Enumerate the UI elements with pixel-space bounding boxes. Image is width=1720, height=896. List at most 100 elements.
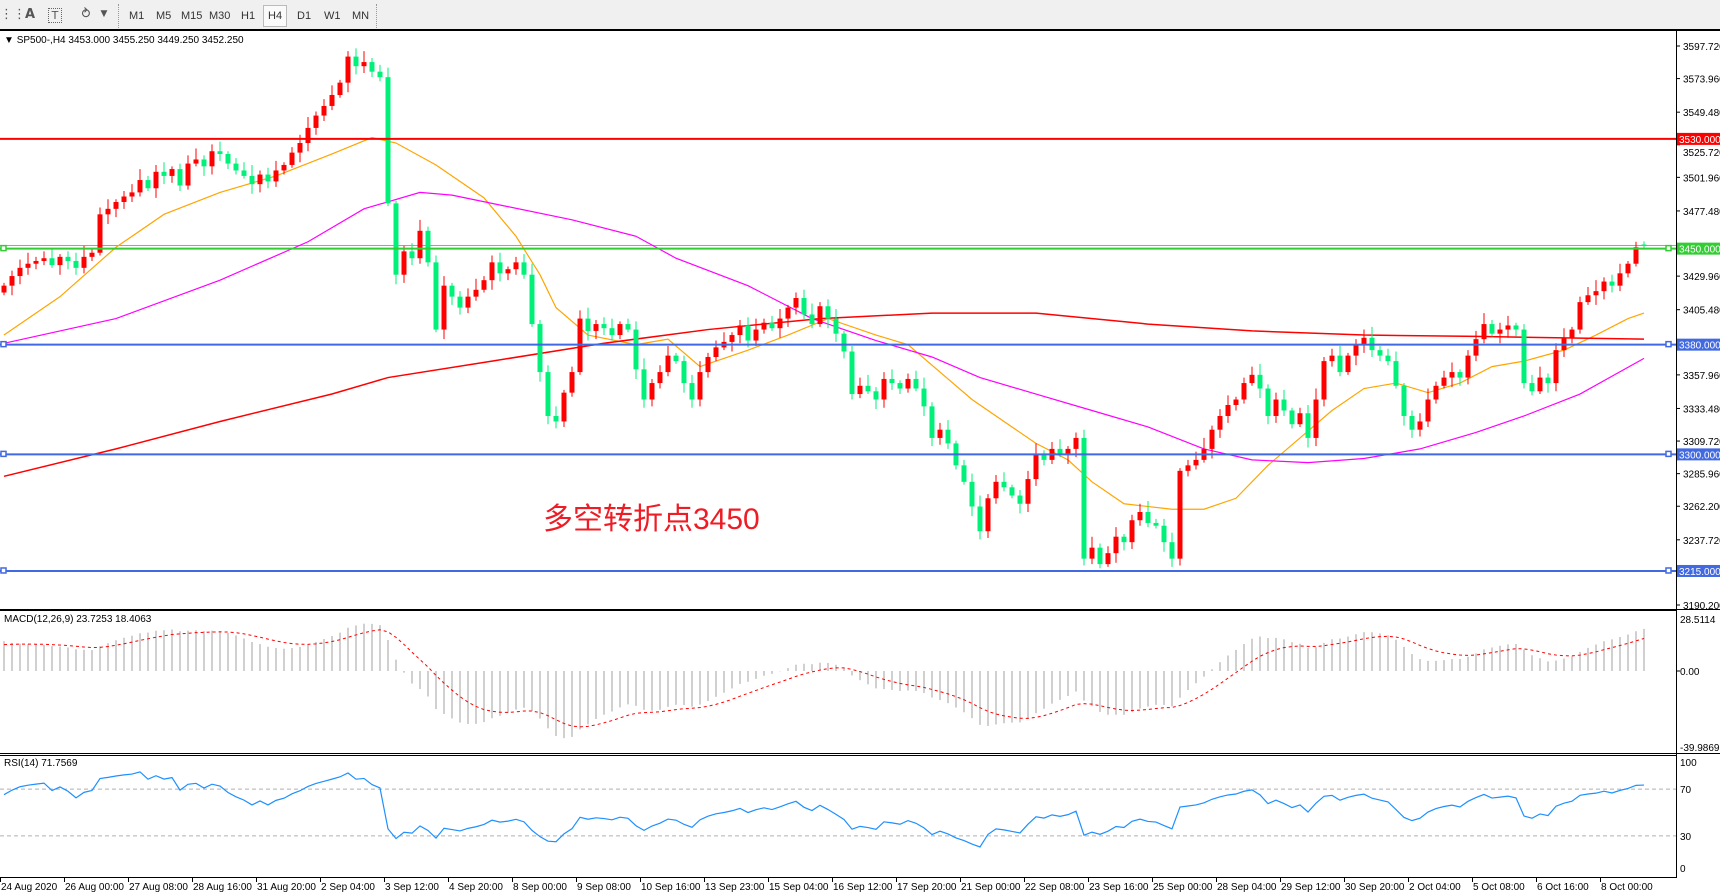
candle-bullish — [1481, 324, 1487, 340]
time-tick-label: 6 Oct 16:00 — [1537, 882, 1589, 893]
level-handle[interactable] — [1665, 450, 1672, 458]
timeframe-m5[interactable]: M5 — [156, 10, 172, 22]
candle-bullish — [1617, 273, 1623, 286]
chevron-down-icon[interactable]: ▼ — [100, 9, 108, 19]
candle-bullish — [17, 267, 23, 277]
level-handle[interactable] — [1665, 340, 1672, 348]
time-tick-label: 28 Aug 16:00 — [193, 882, 252, 893]
price-tick-label: 3549.480 — [1683, 108, 1720, 119]
candle-bullish — [41, 258, 47, 261]
candle-bearish — [1289, 410, 1295, 425]
candle-bullish — [313, 115, 319, 128]
rsi-line — [3, 771, 1645, 848]
level-price-label: 3300.000 — [1679, 450, 1720, 461]
candle-bullish — [1569, 329, 1575, 338]
candle-bearish — [1641, 244, 1647, 246]
candle-bullish — [1249, 374, 1255, 384]
timeframe-w1[interactable]: W1 — [324, 10, 341, 22]
candle-bullish — [417, 230, 423, 259]
candle-bearish — [1305, 413, 1311, 438]
candle-bullish — [57, 256, 63, 266]
candle-bearish — [1281, 399, 1287, 411]
candle-bullish — [1441, 377, 1447, 386]
level-handle[interactable] — [0, 340, 7, 348]
rsi-tick-label: 30 — [1680, 832, 1692, 843]
candle-bullish — [777, 318, 783, 329]
moving-average-mid-line — [3, 191, 1645, 464]
candle-bearish — [545, 372, 551, 416]
time-tick-label: 2 Oct 04:00 — [1409, 882, 1461, 893]
candle-bullish — [25, 263, 31, 268]
candle-bullish — [1089, 547, 1095, 559]
candle-bullish — [1321, 361, 1327, 400]
candle-bullish — [1129, 520, 1135, 543]
candle-bearish — [1145, 511, 1151, 523]
time-tick-label: 3 Sep 12:00 — [385, 882, 439, 893]
level-handle[interactable] — [1665, 567, 1672, 574]
candle-bullish — [465, 296, 471, 308]
price-tick-label: 3237.720 — [1683, 536, 1720, 547]
grid-icon[interactable]: ⋮⋮ — [0, 7, 26, 22]
candle-bullish — [617, 324, 623, 336]
timeframe-h1[interactable]: H1 — [241, 10, 256, 22]
candle-bullish — [881, 378, 887, 400]
candle-bullish — [753, 329, 759, 341]
candle-bullish — [1625, 263, 1631, 274]
candle-bullish — [729, 335, 735, 342]
candle-bearish — [625, 324, 631, 330]
candle-bullish — [1345, 355, 1351, 373]
candle-bearish — [249, 175, 255, 185]
timeframe-m30[interactable]: M30 — [209, 10, 231, 22]
candle-bearish — [1409, 415, 1415, 430]
timeframe-h4[interactable]: H4 — [263, 5, 288, 27]
candle-bullish — [137, 180, 143, 193]
candle-bearish — [865, 385, 871, 392]
candle-bearish — [65, 256, 71, 261]
candle-bullish — [793, 298, 799, 308]
price-tick-label: 3190.200 — [1683, 601, 1720, 612]
candle-bullish — [657, 372, 663, 384]
candle-bearish — [1521, 329, 1527, 384]
candle-bullish — [569, 372, 575, 393]
text-label-icon[interactable]: T — [48, 8, 62, 23]
macd-label: MACD(12,26,9) 23.7253 18.4063 — [4, 614, 152, 625]
text-icon[interactable]: A — [24, 7, 36, 22]
candle-bullish — [1297, 413, 1303, 425]
candle-bullish — [297, 143, 303, 153]
candle-bullish — [209, 151, 215, 167]
level-handle[interactable] — [0, 450, 7, 458]
macd-tick-label: 28.5114 — [1680, 615, 1716, 626]
price-tick-label: 3405.480 — [1683, 306, 1720, 317]
candle-bearish — [1265, 388, 1271, 416]
candle-bullish — [345, 56, 351, 83]
arrows-icon[interactable]: ⥁ — [81, 7, 91, 22]
level-handle[interactable] — [0, 244, 7, 252]
price-tick-label: 3262.200 — [1683, 502, 1720, 513]
candle-bearish — [1041, 454, 1047, 460]
candle-bullish — [1, 285, 7, 293]
candle-bearish — [1257, 374, 1263, 389]
level-handle[interactable] — [0, 567, 7, 574]
timeframe-mn[interactable]: MN — [352, 10, 370, 22]
level-handle[interactable] — [1665, 244, 1672, 252]
timeframe-m1[interactable]: M1 — [129, 10, 145, 22]
collapse-arrow-icon[interactable]: ▼ — [4, 35, 14, 46]
candle-bearish — [897, 383, 903, 389]
candle-bearish — [1017, 495, 1023, 504]
candle-bullish — [273, 170, 279, 182]
time-tick-label: 23 Sep 16:00 — [1089, 882, 1149, 893]
timeframe-m15[interactable]: M15 — [181, 10, 203, 22]
candle-bullish — [1505, 325, 1511, 330]
price-tick-label: 3333.480 — [1683, 404, 1720, 415]
candle-bearish — [609, 328, 615, 336]
price-chart[interactable]: 3597.720 3573.960 3549.480 3525.720 3501.960… — [0, 31, 1720, 896]
candle-bearish — [1545, 377, 1551, 384]
candle-bullish — [1417, 421, 1423, 430]
time-tick-label: 16 Sep 12:00 — [833, 882, 893, 893]
timeframe-d1[interactable]: D1 — [297, 10, 312, 22]
candle-bullish — [105, 208, 111, 215]
level-price-label: 3450.000 — [1679, 245, 1720, 256]
time-tick-label: 15 Sep 04:00 — [769, 882, 829, 893]
candle-bearish — [961, 465, 967, 482]
candle-bearish — [601, 324, 607, 329]
